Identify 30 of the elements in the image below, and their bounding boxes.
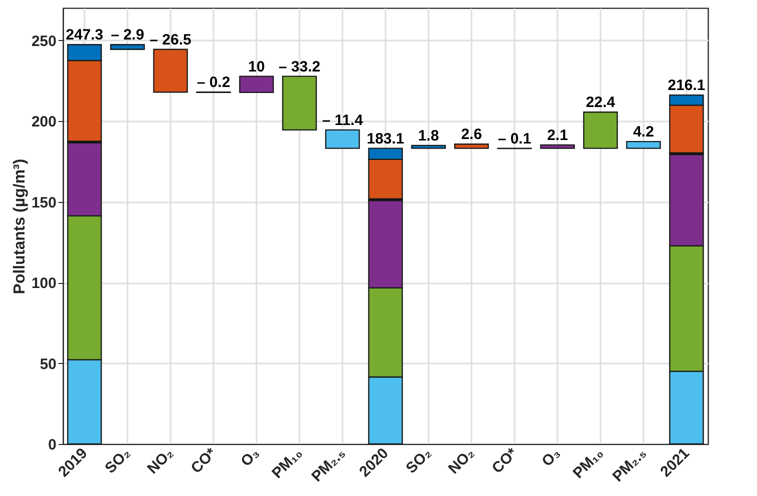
y-tick-label: 100	[31, 275, 56, 292]
y-tick-label: 150	[31, 194, 56, 212]
data-label: 2.6	[461, 126, 482, 144]
data-label: – 11.4	[322, 112, 364, 129]
data-label: 2.1	[547, 126, 568, 144]
y-tick-label: 250	[31, 32, 56, 50]
annotation: 216.1	[668, 77, 706, 94]
x-tick-label: NO₂	[144, 444, 177, 478]
data-label: – 26.5	[150, 31, 192, 48]
y-tick-label: 200	[31, 114, 56, 131]
x-tick-label: NO₂	[445, 444, 478, 478]
x-tick-label: SO₂	[102, 444, 134, 477]
data-label: – 0.1	[498, 130, 532, 148]
data-label: 1.8	[418, 127, 439, 144]
data-label: – 2.9	[110, 26, 144, 44]
data-label: 10	[248, 58, 265, 76]
data-label: 4.2	[633, 124, 654, 141]
y-axis-title: Pollutants (µg/m³)	[11, 158, 28, 294]
annotation: 247.3	[66, 26, 104, 44]
x-tick-label: O₃	[238, 444, 263, 470]
y-tick-label: 50	[40, 356, 56, 373]
data-label: – 0.2	[196, 74, 230, 92]
x-tick-label: O₃	[538, 444, 564, 470]
annotation: 183.1	[366, 130, 404, 148]
x-tick-label: CO*	[488, 444, 521, 477]
data-label: 22.4	[586, 94, 616, 112]
data-label: – 33.2	[278, 58, 320, 76]
y-tick-label: 0	[48, 436, 56, 454]
x-tick-label: SO₂	[402, 444, 435, 477]
x-tick-label: CO*	[188, 444, 220, 477]
